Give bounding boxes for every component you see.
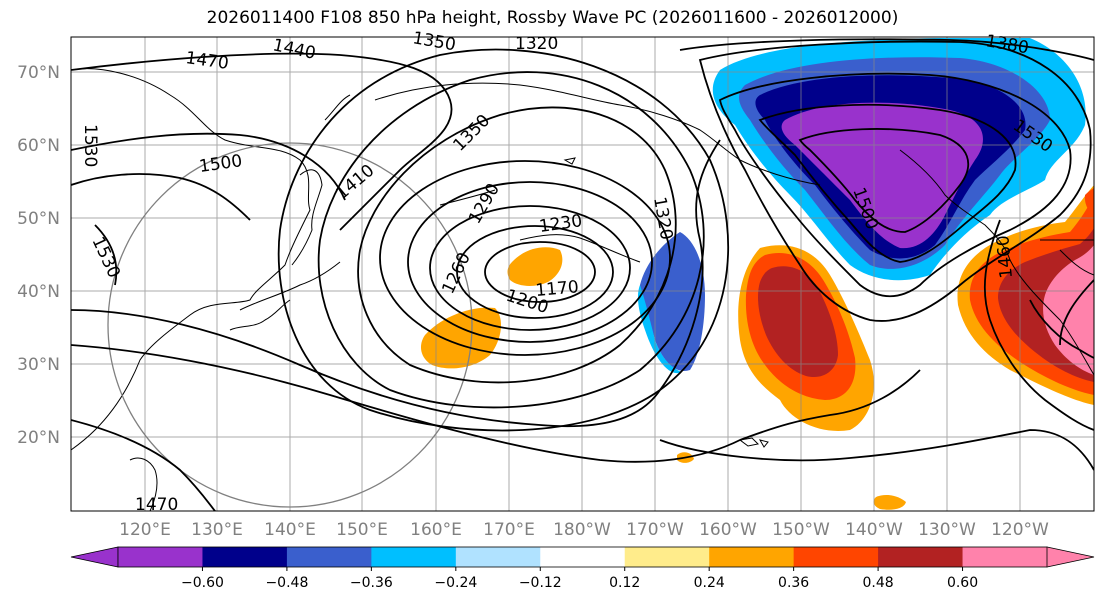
colorbar-underflow bbox=[70, 546, 119, 568]
colorbar-segment bbox=[455, 547, 541, 567]
lon-label: 130°E bbox=[191, 520, 243, 540]
lon-label: 140°W bbox=[845, 520, 903, 540]
lon-label: 180°W bbox=[553, 520, 611, 540]
lon-label: 130°W bbox=[918, 520, 976, 540]
colorbar-tick-label: 0.24 bbox=[694, 575, 725, 591]
colorbar-tick-label: −0.24 bbox=[434, 575, 477, 591]
lon-label: 170°W bbox=[626, 520, 684, 540]
lon-label: 150°E bbox=[336, 520, 388, 540]
negative-anomaly-alaska bbox=[712, 38, 1086, 281]
colorbar-segment bbox=[371, 547, 457, 567]
contour-label: 1470 bbox=[135, 495, 178, 515]
colorbar-segment bbox=[286, 547, 372, 567]
colorbar-segment bbox=[709, 547, 795, 567]
range-circle bbox=[107, 142, 473, 508]
colorbar-tick-label: −0.12 bbox=[519, 575, 562, 591]
colorbar-tick-label: −0.60 bbox=[181, 575, 224, 591]
contour-label: 1320 bbox=[515, 34, 558, 54]
colorbar: −0.60 −0.48 −0.36 −0.24 −0.12 0.12 0.24 0.36 0.4… bbox=[70, 546, 1095, 591]
lat-label: 40°N bbox=[17, 282, 60, 302]
lon-label: 170°E bbox=[483, 520, 535, 540]
lat-label: 30°N bbox=[17, 355, 60, 375]
latitude-labels: 70°N 60°N 50°N 40°N 30°N 20°N bbox=[17, 63, 60, 448]
colorbar-segment bbox=[540, 547, 626, 567]
lat-label: 50°N bbox=[17, 209, 60, 229]
height-contours bbox=[71, 38, 1094, 511]
colorbar-segment bbox=[624, 547, 710, 567]
contour-label: 1530 bbox=[80, 124, 100, 167]
colorbar-tick-label: −0.36 bbox=[350, 575, 393, 591]
lat-label: 70°N bbox=[17, 63, 60, 83]
lon-label: 120°W bbox=[991, 520, 1049, 540]
longitude-labels: 120°E 130°E 140°E 150°E 160°E 170°E 180°… bbox=[119, 520, 1049, 540]
colorbar-segment bbox=[878, 547, 964, 567]
colorbar-segment bbox=[793, 547, 879, 567]
contour-label: 1170 bbox=[535, 277, 580, 301]
lon-label: 150°W bbox=[772, 520, 830, 540]
lon-label: 160°E bbox=[410, 520, 462, 540]
colorbar-segment bbox=[202, 547, 288, 567]
map-field bbox=[71, 37, 1094, 511]
lon-label: 120°E bbox=[119, 520, 171, 540]
colorbar-tick-label: 0.36 bbox=[778, 575, 809, 591]
colorbar-tick-label: 0.48 bbox=[863, 575, 894, 591]
colorbar-tick-label: −0.48 bbox=[265, 575, 308, 591]
contour-label: 1460 bbox=[993, 234, 1017, 279]
lon-label: 160°W bbox=[699, 520, 757, 540]
colorbar-tick-label: 0.60 bbox=[947, 575, 978, 591]
colorbar-tick-label: 0.12 bbox=[609, 575, 640, 591]
colorbar-segment bbox=[962, 547, 1048, 567]
colorbar-overflow bbox=[1046, 546, 1095, 568]
colorbar-segment bbox=[118, 547, 203, 567]
lat-label: 60°N bbox=[17, 136, 60, 156]
map-title: 2026011400 F108 850 hPa height, Rossby W… bbox=[206, 8, 899, 28]
map-frame bbox=[70, 36, 1095, 512]
colorbar-outline bbox=[117, 546, 1048, 568]
lon-label: 140°E bbox=[264, 520, 316, 540]
lat-label: 20°N bbox=[17, 428, 60, 448]
